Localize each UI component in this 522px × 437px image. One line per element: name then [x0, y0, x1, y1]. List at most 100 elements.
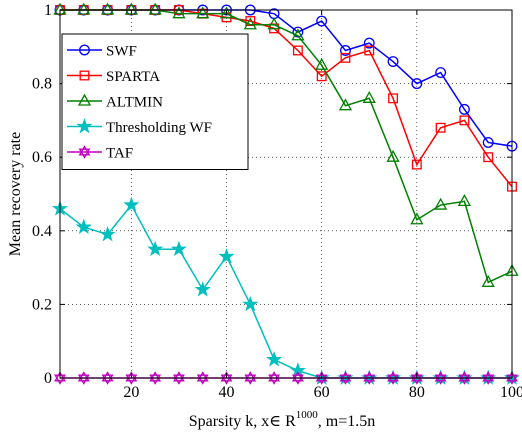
marker-part [77, 371, 90, 382]
y-axis-label: Mean recovery rate [7, 132, 24, 256]
data-point-taf [291, 371, 304, 385]
y-tick-label: 0.2 [32, 296, 52, 313]
data-point-taf [434, 371, 447, 385]
data-point-taf [196, 371, 209, 385]
data-point-thresholding-wf [147, 240, 164, 257]
marker-part [125, 371, 138, 382]
legend-label: TAF [106, 146, 133, 162]
x-tick-label: 80 [409, 384, 425, 401]
marker-part [506, 371, 518, 382]
data-point-altmin [315, 57, 329, 70]
data-point-taf [77, 371, 90, 385]
marker-part [363, 374, 376, 385]
x-tick-label: 100 [500, 384, 522, 401]
y-tick-label: 1 [44, 2, 52, 19]
data-point-altmin [219, 6, 234, 19]
data-point-taf [101, 371, 114, 385]
marker-part [458, 371, 471, 382]
y-tick-label: 0.6 [32, 149, 52, 166]
marker-part [291, 371, 304, 382]
data-point-thresholding-wf [99, 226, 116, 242]
data-point-altmin [362, 90, 376, 103]
data-point-altmin [172, 6, 186, 19]
data-point-altmin [148, 2, 162, 15]
data-point-taf [149, 371, 162, 385]
legend-swatch-marker [76, 118, 93, 134]
data-point-thresholding-wf [289, 362, 306, 378]
marker-part [77, 374, 90, 385]
legend-item-swf: SWF [67, 44, 137, 60]
marker-part [339, 371, 352, 382]
data-point-altmin [338, 98, 353, 111]
legend-swatch-marker [79, 44, 90, 56]
marker-part [244, 374, 257, 385]
data-point-sparta [483, 152, 494, 163]
data-point-swf [387, 56, 399, 67]
marker-part [339, 374, 352, 385]
marker-part [78, 145, 91, 156]
data-point-thresholding-wf [194, 281, 211, 297]
data-point-altmin [267, 17, 281, 30]
marker-part [244, 371, 257, 382]
marker-part [387, 374, 399, 385]
data-point-altmin [410, 212, 424, 225]
marker-part [220, 371, 233, 382]
marker-part [149, 371, 162, 382]
marker-part [387, 371, 399, 382]
data-point-sparta [411, 159, 422, 170]
data-point-taf [244, 371, 257, 385]
legend: SWF SPARTA ALTMIN Thresholding WF TAF [61, 33, 249, 170]
data-point-taf [458, 371, 471, 385]
legend-item-altmin: ALTMIN [67, 93, 163, 111]
data-point-thresholding-wf [75, 218, 92, 234]
ticks: 20 40 60 80 100 0 0.2 0.4 0.6 0.8 1 [32, 2, 522, 401]
data-point-sparta [292, 45, 303, 56]
data-point-altmin [386, 149, 400, 162]
data-point-taf [387, 371, 399, 385]
data-point-swf [316, 15, 328, 27]
data-point-thresholding-wf [170, 240, 188, 257]
data-point-altmin [243, 17, 257, 30]
series-layer [51, 2, 521, 385]
marker-part [482, 371, 495, 382]
legend-item-sparta: SPARTA [67, 69, 160, 85]
marker-part [78, 148, 91, 159]
marker-part [291, 374, 304, 385]
marker-part [196, 374, 209, 385]
marker-part [173, 371, 185, 382]
marker-part [173, 374, 185, 385]
legend-label: SPARTA [106, 69, 160, 85]
data-point-sparta [435, 122, 446, 133]
data-point-sparta [459, 115, 470, 126]
data-point-altmin [77, 2, 91, 15]
data-point-swf [411, 78, 423, 90]
data-point-swf [340, 45, 351, 56]
data-point-altmin [481, 274, 495, 287]
data-point-altmin [457, 194, 472, 207]
data-point-swf [482, 137, 494, 148]
marker-part [101, 374, 114, 385]
marker-part [363, 371, 376, 382]
data-point-altmin [434, 197, 448, 210]
marker-part [268, 371, 281, 382]
legend-swatch-marker [77, 93, 92, 106]
marker-part [196, 371, 209, 382]
series-thresholding-wf [51, 196, 521, 385]
data-point-sparta [364, 45, 375, 56]
marker-part [434, 374, 447, 385]
x-tick-label: 40 [219, 384, 235, 401]
x-axis-label-suffix: , m=1.5n [318, 413, 375, 430]
data-point-sparta [340, 52, 351, 63]
data-point-swf [458, 103, 470, 115]
data-point-thresholding-wf [123, 196, 140, 212]
marker-part [482, 374, 495, 385]
data-point-swf [435, 67, 447, 79]
marker-part [268, 374, 281, 385]
marker-part [434, 371, 447, 382]
y-tick-label: 0 [44, 370, 52, 387]
x-tick-label: 20 [123, 384, 139, 401]
y-tick-label: 0.4 [32, 223, 52, 240]
y-tick-label: 0.8 [32, 76, 52, 93]
legend-swatch-marker [79, 70, 90, 81]
